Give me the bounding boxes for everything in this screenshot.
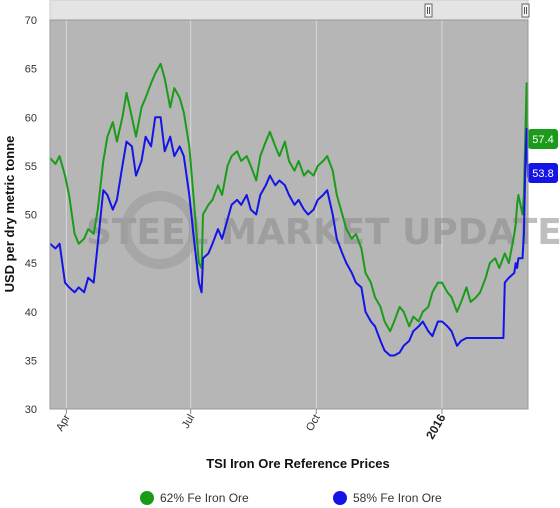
y-tick-label: 70 [25,15,37,27]
y-tick-label: 30 [25,404,37,416]
range-navigator[interactable] [49,0,529,21]
legend-marker-62 [140,491,154,505]
last-value-badge [528,129,558,149]
legend-label-62: 62% Fe Iron Ore [160,491,249,505]
y-tick-label: 40 [25,307,37,319]
last-value-labels: 57.4 53.8 [528,129,558,183]
watermark-text: STEEL MARKET UPDATE [86,212,560,253]
last-value-text: 57.4 [532,134,553,146]
legend: 62% Fe Iron Ore 58% Fe Iron Ore [140,491,442,505]
y-tick-label: 60 [25,112,37,124]
y-tick-label: 65 [25,64,37,76]
legend-item-62[interactable]: 62% Fe Iron Ore [140,491,249,505]
series-line-58-fe[interactable] [49,116,529,357]
y-tick-label: 50 [25,210,37,222]
watermark-logo [121,191,199,269]
legend-marker-58 [333,491,347,505]
plot-border [49,19,529,410]
series-line-62-fe[interactable] [49,62,529,333]
y-axis-title: USD per dry metric tonne [2,136,17,293]
last-value-text: 53.8 [532,168,553,180]
range-handle-right[interactable] [521,3,530,18]
y-tick-label: 55 [25,161,37,173]
legend-label-58: 58% Fe Iron Ore [353,491,442,505]
x-tick-label: 2016 [423,411,449,441]
x-axis-title: TSI Iron Ore Reference Prices [206,456,390,471]
watermark: STEEL MARKET UPDATE [86,191,560,269]
y-axis-ticks: 30 35 40 45 50 55 60 65 70 [25,15,37,416]
y-tick-label: 35 [25,355,37,367]
range-handle-left[interactable] [424,3,433,18]
x-axis-ticks: Apr Jul Oct 2016 [54,409,449,442]
x-tick-label: Jul [180,413,197,431]
x-tick-label: Apr [54,412,73,433]
last-value-badge [528,163,558,183]
x-tick-label: Oct [304,413,323,434]
legend-item-58[interactable]: 58% Fe Iron Ore [333,491,442,505]
y-tick-label: 45 [25,258,37,270]
series-layer [49,62,529,357]
